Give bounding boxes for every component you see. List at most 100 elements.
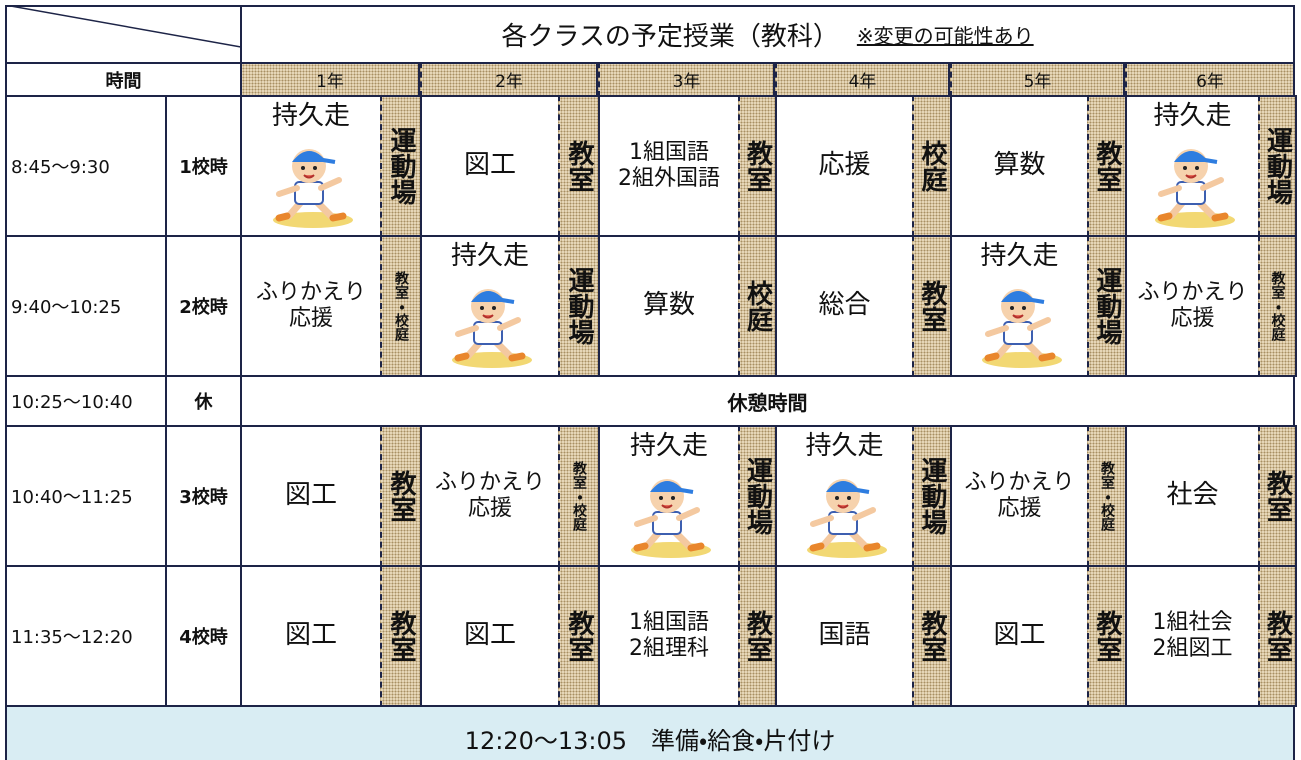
place-cell: 教室 bbox=[1087, 565, 1127, 707]
runner-illustration bbox=[273, 149, 353, 229]
subject-text: 1組社会 bbox=[1152, 609, 1233, 635]
period-cell: 3校時 bbox=[165, 425, 242, 567]
subject-text: 持久走 bbox=[450, 241, 529, 271]
subject-cell: 持久走 bbox=[775, 425, 914, 567]
place-cell: 運動場 bbox=[1258, 95, 1297, 237]
corner-cell bbox=[5, 5, 242, 64]
subject-cell: 応援 bbox=[775, 95, 914, 237]
subject-text: ふりかえり bbox=[1137, 279, 1248, 305]
place-cell: 教室 bbox=[738, 95, 777, 237]
subject-text: ふりかえり bbox=[255, 279, 366, 305]
subject-cell: ふりかえり 応援 bbox=[240, 235, 382, 377]
grade-header: 3年 bbox=[598, 62, 775, 97]
place-cell: 運動場 bbox=[738, 425, 777, 567]
time-cell: 9:40〜10:25 bbox=[5, 235, 167, 377]
period-cell: 1校時 bbox=[165, 95, 242, 237]
subject-cell: 図工 bbox=[950, 565, 1089, 707]
runner-illustration bbox=[452, 289, 532, 369]
subject-cell: ふりかえり 応援 bbox=[950, 425, 1089, 567]
subject-text: 2組理科 bbox=[629, 636, 709, 661]
subject-text: 社会 bbox=[1166, 480, 1219, 511]
subject-cell: 持久走 bbox=[950, 235, 1089, 377]
subject-text: 算数 bbox=[642, 290, 695, 321]
subject-text: 1組国語 bbox=[629, 609, 709, 635]
subject-cell: 図工 bbox=[240, 425, 382, 567]
subject-cell: 1組国語 2組外国語 bbox=[598, 95, 740, 237]
place-cell: 運動場 bbox=[558, 235, 600, 377]
subject-text: 2組外国語 bbox=[618, 166, 720, 191]
grade-header: 5年 bbox=[950, 62, 1125, 97]
place-cell: 教室 bbox=[1258, 565, 1297, 707]
place-cell: 教室・校庭 bbox=[380, 235, 422, 377]
grade-header: 6年 bbox=[1125, 62, 1295, 97]
place-cell: 運動場 bbox=[380, 95, 422, 237]
time-cell: 10:25〜10:40 bbox=[5, 375, 167, 427]
subject-cell: 算数 bbox=[950, 95, 1089, 237]
place-cell: 校庭 bbox=[738, 235, 777, 377]
runner-illustration bbox=[631, 479, 711, 559]
subject-text: 持久走 bbox=[980, 241, 1059, 271]
period-cell: 2校時 bbox=[165, 235, 242, 377]
runner-illustration bbox=[806, 479, 887, 559]
period-cell: 4校時 bbox=[165, 565, 242, 707]
place-cell: 教室 bbox=[912, 235, 952, 377]
subject-cell: 持久走 bbox=[240, 95, 382, 237]
subject-text: 応援 bbox=[467, 496, 512, 521]
time-header: 時間 bbox=[5, 62, 242, 97]
place-cell: 教室 bbox=[1258, 425, 1297, 567]
subject-text: 図工 bbox=[284, 620, 337, 651]
subject-text: 図工 bbox=[463, 150, 516, 181]
subject-cell: 国語 bbox=[775, 565, 914, 707]
place-cell: 教室 bbox=[1087, 95, 1127, 237]
subject-text: ふりかえり bbox=[434, 469, 545, 495]
place-cell: 教室・校庭 bbox=[1258, 235, 1297, 377]
place-cell: 校庭 bbox=[912, 95, 952, 237]
grade-header: 4年 bbox=[775, 62, 950, 97]
break-cell: 休憩時間 bbox=[240, 375, 1295, 427]
subject-text: 応援 bbox=[997, 496, 1042, 521]
corner-diagonal bbox=[5, 5, 241, 48]
place-cell: 教室 bbox=[912, 565, 952, 707]
runner-illustration bbox=[981, 289, 1062, 369]
subject-text: 応援 bbox=[818, 150, 871, 181]
place-cell: 教室 bbox=[380, 425, 422, 567]
grade-header: 1年 bbox=[240, 62, 420, 97]
subject-text: 持久走 bbox=[271, 101, 350, 131]
subject-text: 1組国語 bbox=[629, 139, 709, 165]
subject-text: 図工 bbox=[993, 620, 1046, 651]
subject-cell: 図工 bbox=[240, 565, 382, 707]
place-cell: 教室 bbox=[380, 565, 422, 707]
subject-text: 図工 bbox=[284, 480, 337, 511]
subject-cell: 社会 bbox=[1125, 425, 1260, 567]
header-title: 各クラスの予定授業（教科） bbox=[501, 22, 839, 52]
time-cell: 8:45〜9:30 bbox=[5, 95, 167, 237]
place-cell: 教室 bbox=[738, 565, 777, 707]
subject-text: 2組図工 bbox=[1152, 636, 1233, 661]
time-cell: 10:40〜11:25 bbox=[5, 425, 167, 567]
place-cell: 教室 bbox=[558, 565, 600, 707]
subject-cell: 持久走 bbox=[420, 235, 560, 377]
subject-text: 持久走 bbox=[629, 431, 708, 461]
subject-text: ふりかえり bbox=[964, 469, 1075, 495]
subject-cell: ふりかえり 応援 bbox=[420, 425, 560, 567]
subject-cell: 総合 bbox=[775, 235, 914, 377]
subject-text: 算数 bbox=[993, 150, 1046, 181]
header-note: ※変更の可能性あり bbox=[856, 24, 1034, 48]
subject-text: 図工 bbox=[463, 620, 516, 651]
place-cell: 運動場 bbox=[1087, 235, 1127, 377]
subject-cell: 算数 bbox=[598, 235, 740, 377]
subject-text: 持久走 bbox=[805, 431, 884, 461]
place-cell: 運動場 bbox=[912, 425, 952, 567]
time-cell: 11:35〜12:20 bbox=[5, 565, 167, 707]
subject-cell: 図工 bbox=[420, 565, 560, 707]
subject-cell: 持久走 bbox=[598, 425, 740, 567]
place-cell: 教室 bbox=[558, 95, 600, 237]
header-cell: 各クラスの予定授業（教科） ※変更の可能性あり bbox=[240, 5, 1295, 64]
subject-cell: 図工 bbox=[420, 95, 560, 237]
subject-cell: 持久走 bbox=[1125, 95, 1260, 237]
subject-text: 持久走 bbox=[1153, 101, 1232, 131]
subject-cell: 1組社会 2組図工 bbox=[1125, 565, 1260, 707]
subject-cell: 1組国語 2組理科 bbox=[598, 565, 740, 707]
subject-text: 応援 bbox=[1170, 306, 1215, 331]
